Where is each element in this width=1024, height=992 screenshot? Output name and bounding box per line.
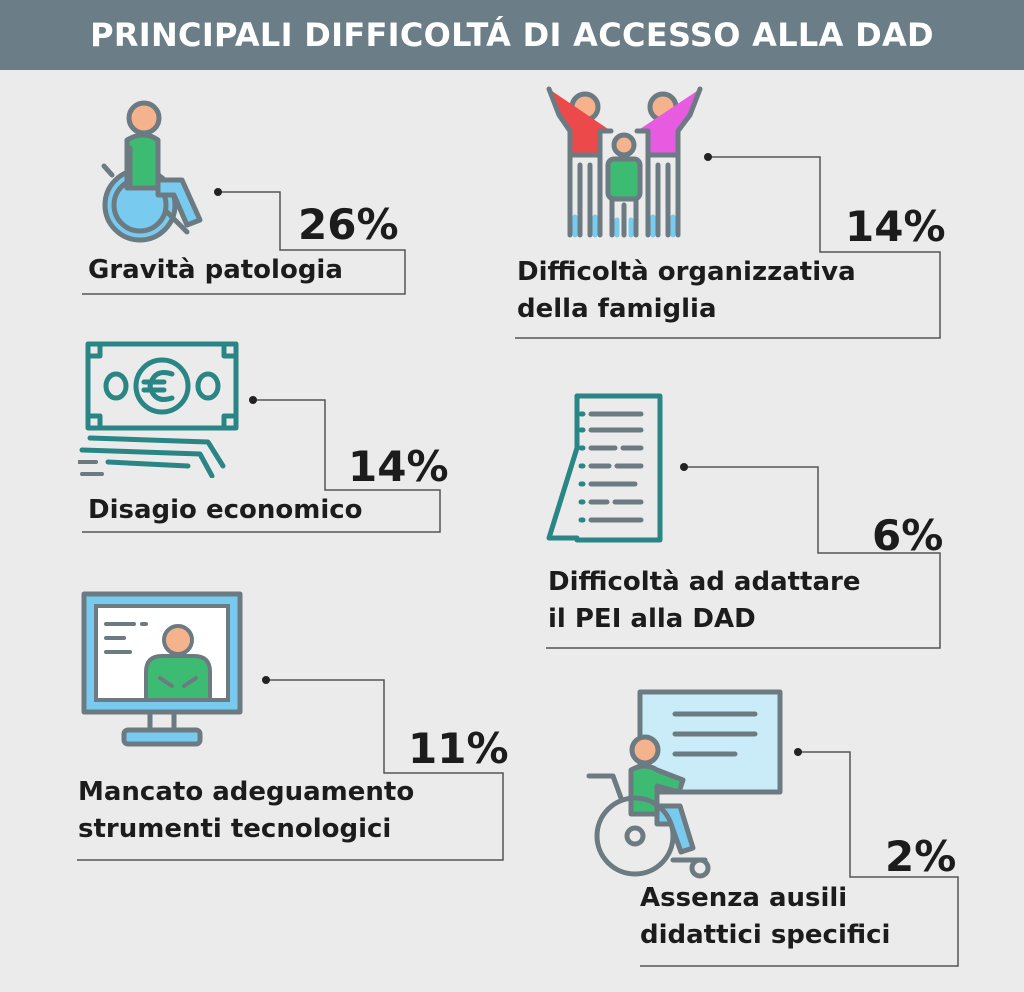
- percent-4: 6%: [872, 511, 944, 560]
- connector-dot-2: [704, 153, 712, 161]
- percent-2: 14%: [845, 202, 946, 251]
- label-2-line1: Difficoltà organizzativa: [517, 257, 856, 287]
- label-2-line2: della famiglia: [517, 294, 717, 324]
- family-icon: [546, 86, 703, 238]
- wheelchair-user-icon: [101, 100, 203, 243]
- euro-banknotes-icon: [78, 341, 239, 478]
- connector-dot-4: [680, 463, 688, 471]
- computer-monitor-teacher-icon: [81, 591, 243, 747]
- label-4: Difficoltà ad adattare il PEI alla DAD: [548, 564, 860, 638]
- label-6: Assenza ausili didattici specifici: [640, 880, 890, 954]
- label-1: Gravità patologia: [88, 252, 343, 289]
- label-3-line1: Disagio economico: [88, 495, 363, 525]
- percent-1: 26%: [298, 200, 399, 249]
- label-6-line2: didattici specifici: [640, 920, 891, 950]
- label-5-line2: strumenti tecnologici: [78, 814, 392, 844]
- percent-3: 14%: [348, 442, 449, 491]
- percent-5: 11%: [408, 724, 509, 773]
- label-4-line1: Difficoltà ad adattare: [548, 567, 861, 597]
- label-4-line2: il PEI alla DAD: [548, 604, 756, 634]
- wheelchair-whiteboard-icon: [586, 689, 783, 879]
- connector-dot-5: [262, 676, 270, 684]
- label-5: Mancato adeguamento strumenti tecnologic…: [78, 774, 414, 848]
- label-6-line1: Assenza ausili: [640, 883, 848, 913]
- label-5-line1: Mancato adeguamento: [78, 777, 415, 807]
- percent-6: 2%: [885, 832, 957, 881]
- page-title: PRINCIPALI DIFFICOLTÁ DI ACCESSO ALLA DA…: [90, 16, 934, 54]
- connector-dot-6: [794, 748, 802, 756]
- label-3: Disagio economico: [88, 492, 363, 529]
- title-banner: PRINCIPALI DIFFICOLTÁ DI ACCESSO ALLA DA…: [0, 0, 1024, 70]
- label-1-line1: Gravità patologia: [88, 255, 343, 285]
- connector-dot-3: [249, 396, 257, 404]
- label-2: Difficoltà organizzativa della famiglia: [517, 254, 856, 328]
- document-icon: [546, 393, 663, 543]
